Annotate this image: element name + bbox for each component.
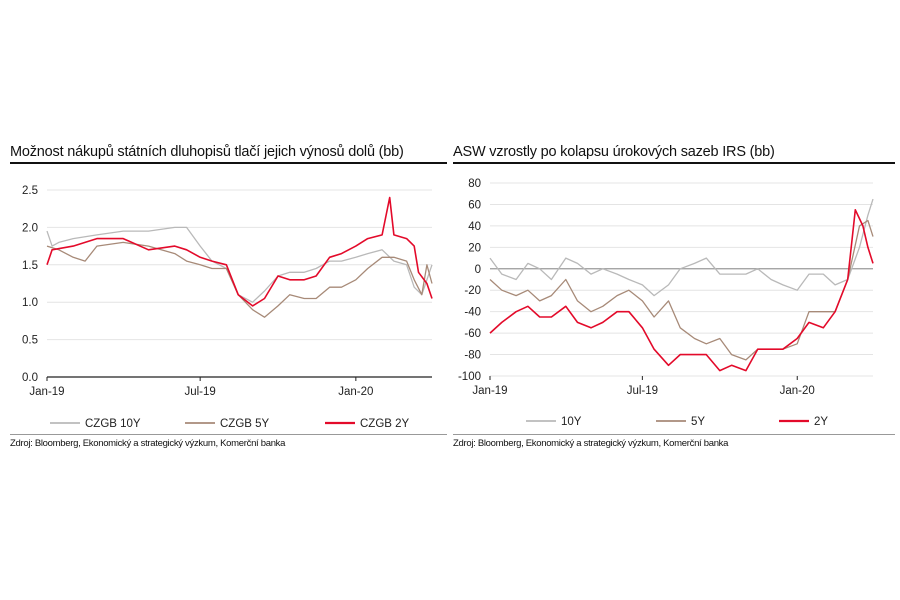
x-tick-label: Jan-19 [472,385,507,397]
legend-label: CZGB 10Y [85,418,141,430]
legend-label: 2Y [814,416,828,428]
series-line-10y [489,198,874,297]
source-rule [10,434,447,435]
y-tick-label: -40 [464,307,481,319]
chart-title: Možnost nákupů státních dluhopisů tlačí … [10,144,404,160]
x-tick-label: Jul-19 [627,385,658,397]
x-tick-label: Jan-20 [338,386,373,398]
y-tick-label: 40 [468,221,481,233]
x-tick-label: Jan-20 [780,385,815,397]
legend-label: 10Y [561,416,582,428]
y-tick-label: -100 [458,371,481,383]
y-tick-label: -20 [464,285,481,297]
x-tick-label: Jul-19 [184,386,215,398]
series-line-czgb-10y [46,226,433,303]
source-note: Zdroj: Bloomberg, Ekonomický a strategic… [10,438,286,449]
y-tick-label: 0.5 [22,335,38,347]
chart-svg: -100 -80 -60 -40 -20 0 20 40 60 80 Jan-19 Jul-19 Jan… [458,178,874,428]
y-tick-label: 2.5 [22,185,38,197]
x-tick-label: Jan-19 [29,386,64,398]
legend-label: CZGB 2Y [360,418,410,430]
title-rule [10,162,447,164]
series-line-czgb-2y [46,196,433,307]
series-line-czgb-5y [46,241,433,318]
y-tick-label: -60 [464,328,481,340]
y-tick-label: 0 [475,264,481,276]
source-note: Zdroj: Bloomberg, Ekonomický a strategic… [453,438,729,449]
chart-svg: 0.0 0.5 1.0 1.5 2.0 2.5 Jan-19 Jul-19 Jan-20 CZGB… [22,185,433,430]
y-tick-label: 1.5 [22,260,38,272]
y-tick-label: 0.0 [22,372,38,384]
chart-title: ASW vzrostly po kolapsu úrokových sazeb … [453,144,775,160]
y-tick-label: -80 [464,350,481,362]
series-line-5y [489,219,874,361]
y-tick-label: 1.0 [22,297,38,309]
y-tick-label: 2.0 [22,222,38,234]
legend-label: 5Y [691,416,705,428]
legend-label: CZGB 5Y [220,418,270,430]
y-tick-label: 60 [468,199,481,211]
title-rule [453,162,895,164]
y-tick-label: 20 [468,242,481,254]
series-line-2y [489,209,874,372]
y-tick-label: 80 [468,178,481,190]
source-rule [453,434,895,435]
